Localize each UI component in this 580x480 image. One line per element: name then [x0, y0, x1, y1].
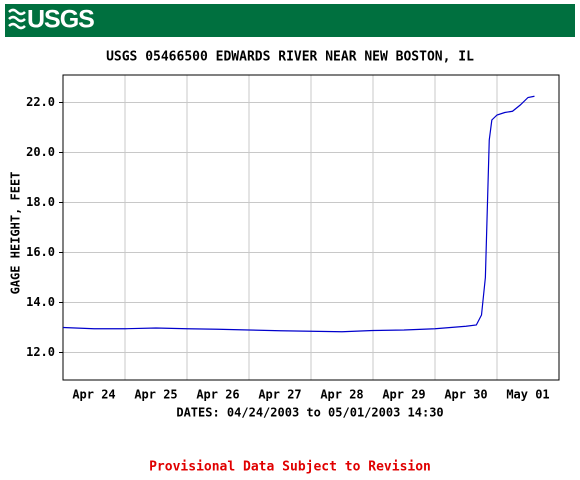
y-tick-label: 18.0 — [26, 195, 55, 209]
data-line — [62, 95, 535, 333]
x-axis-label: DATES: 04/24/2003 to 05/01/2003 14:30 — [176, 406, 443, 420]
x-tick-label: Apr 26 — [196, 388, 239, 402]
y-tick-label: 20.0 — [26, 145, 55, 159]
footnote: Provisional Data Subject to Revision — [149, 460, 431, 475]
header-bar — [5, 4, 575, 37]
y-tick-label: 12.0 — [26, 345, 55, 359]
logo-icon — [8, 8, 26, 30]
plot-frame — [62, 74, 560, 381]
y-tick-label: 14.0 — [26, 295, 55, 309]
y-axis-label: GAGE HEIGHT, FEET — [9, 172, 23, 295]
x-tick-label: Apr 24 — [72, 388, 115, 402]
chart-title: USGS 05466500 EDWARDS RIVER NEAR NEW BOS… — [106, 50, 474, 65]
x-tick-label: Apr 25 — [134, 388, 177, 402]
x-tick-label: Apr 27 — [258, 388, 301, 402]
y-tick-label: 16.0 — [26, 245, 55, 259]
logo: USGS — [27, 6, 94, 34]
x-tick-label: Apr 28 — [320, 388, 363, 402]
x-tick-label: Apr 30 — [444, 388, 487, 402]
x-tick-label: May 01 — [506, 388, 549, 402]
x-tick-label: Apr 29 — [382, 388, 425, 402]
y-tick-label: 22.0 — [26, 95, 55, 109]
